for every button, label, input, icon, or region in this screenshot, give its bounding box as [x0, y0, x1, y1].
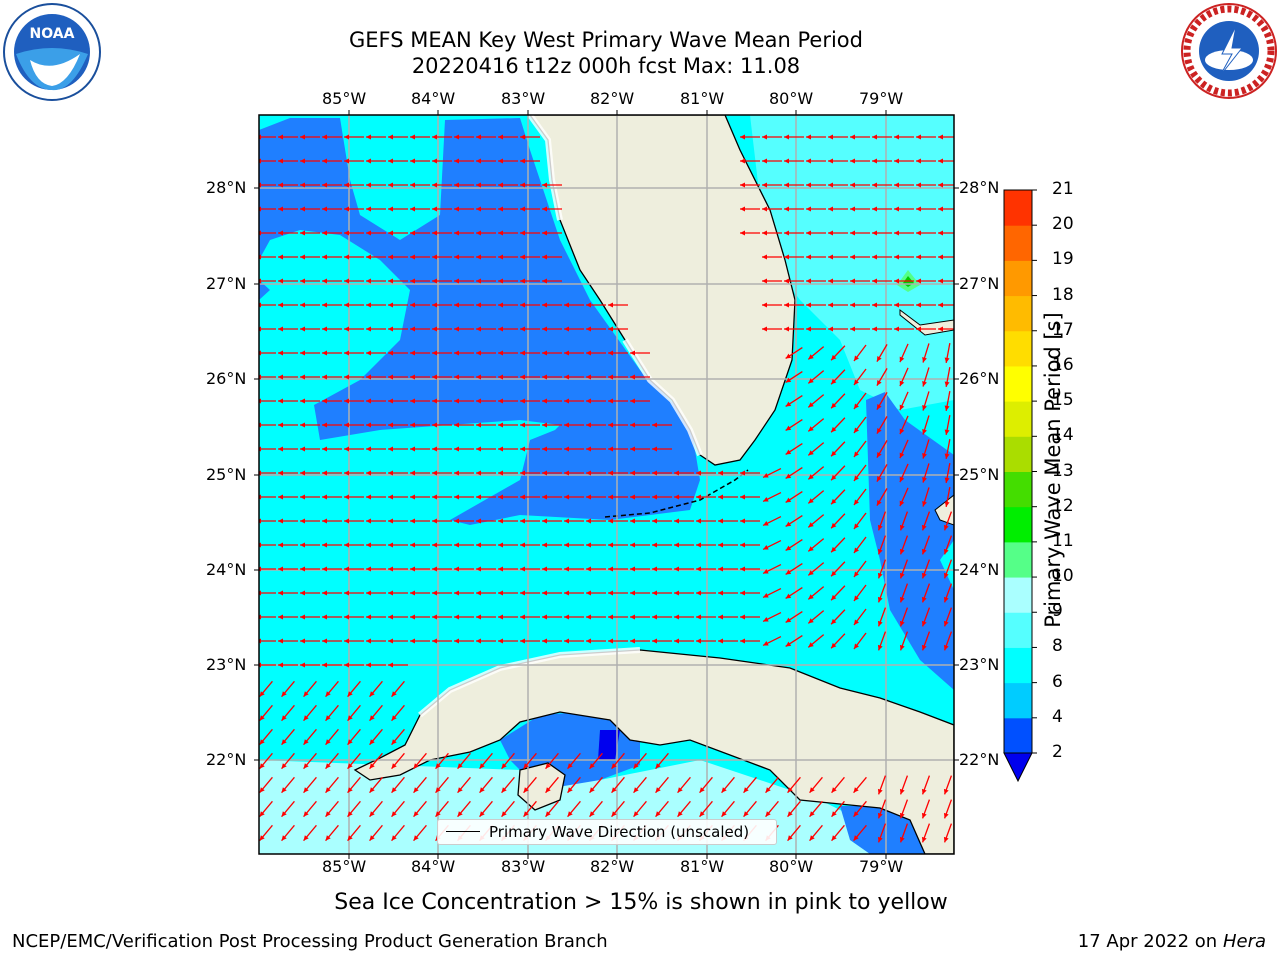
- lon-label-top: 83°W: [501, 89, 546, 108]
- colorbar-tick-label: 19: [1052, 249, 1074, 270]
- lat-label-right: 23°N: [959, 655, 1000, 674]
- colorbar-tick-label: 17: [1052, 319, 1074, 340]
- lon-label-top: 84°W: [411, 89, 456, 108]
- colorbar-tick-label: 6: [1052, 671, 1063, 692]
- chart-title: GEFS MEAN Key West Primary Wave Mean Per…: [349, 28, 863, 52]
- colorbar-tick-label: 15: [1052, 390, 1074, 411]
- lat-label-right: 26°N: [959, 369, 1000, 388]
- lon-label-top: 85°W: [322, 89, 367, 108]
- footer-date: 17 Apr 2022 on Hera: [1078, 931, 1266, 952]
- lat-label-left: 27°N: [206, 274, 247, 293]
- lat-label-left: 24°N: [206, 560, 247, 579]
- lat-label-left: 25°N: [206, 465, 247, 484]
- colorbar-tick-label: 14: [1052, 425, 1074, 446]
- sea-ice-note: Sea Ice Concentration > 15% is shown in …: [334, 890, 948, 915]
- colorbar-tick-label: 12: [1052, 495, 1074, 516]
- lat-label-right: 27°N: [959, 274, 1000, 293]
- lon-label-top: 82°W: [590, 89, 635, 108]
- lat-label-right: 22°N: [959, 750, 1000, 769]
- lon-label-bottom: 85°W: [322, 857, 367, 876]
- lat-label-left: 26°N: [206, 369, 247, 388]
- footer-date-text: 17 Apr 2022 on: [1077, 931, 1223, 952]
- lon-label-bottom: 81°W: [680, 857, 725, 876]
- map-legend: Primary Wave Direction (unscaled): [437, 819, 777, 845]
- legend-line-swatch: [446, 831, 480, 832]
- lon-label-top: 79°W: [859, 89, 904, 108]
- footer-credit: NCEP/EMC/Verification Post Processing Pr…: [12, 931, 608, 952]
- lon-label-bottom: 84°W: [411, 857, 456, 876]
- lat-label-left: 23°N: [206, 655, 247, 674]
- lat-label-right: 24°N: [959, 560, 1000, 579]
- lat-label-right: 28°N: [959, 178, 1000, 197]
- lat-label-left: 28°N: [206, 178, 247, 197]
- lat-label-right: 25°N: [959, 465, 1000, 484]
- noaa-logo: NOAA: [3, 3, 101, 101]
- lon-label-bottom: 80°W: [769, 857, 814, 876]
- lon-label-bottom: 82°W: [590, 857, 635, 876]
- lon-label-bottom: 79°W: [859, 857, 904, 876]
- legend-label: Primary Wave Direction (unscaled): [489, 823, 750, 841]
- nws-logo: [1181, 3, 1277, 99]
- colorbar-tick-label: 2: [1052, 742, 1063, 762]
- colorbar-tick-label: 20: [1052, 214, 1074, 235]
- colorbar-tick-label: 21: [1052, 179, 1074, 199]
- lon-label-top: 80°W: [769, 89, 814, 108]
- colorbar-tick-label: 10: [1052, 566, 1074, 587]
- svg-text:NOAA: NOAA: [30, 26, 75, 42]
- colorbar-tick-label: 4: [1052, 706, 1063, 727]
- footer-host: Hera: [1222, 931, 1266, 952]
- lon-label-bottom: 83°W: [501, 857, 546, 876]
- colorbar-tick-label: 8: [1052, 636, 1063, 657]
- colorbar-tick-label: 11: [1052, 530, 1074, 551]
- chart-subtitle: 20220416 t12z 000h fcst Max: 11.08: [411, 54, 801, 78]
- lon-label-top: 81°W: [680, 89, 725, 108]
- colorbar-tick-label: 13: [1052, 460, 1074, 481]
- colorbar-tick-label: 16: [1052, 354, 1074, 375]
- colorbar-tick-label: 18: [1052, 284, 1074, 305]
- colorbar-tick-label: 9: [1052, 601, 1063, 622]
- lat-label-left: 22°N: [206, 750, 247, 769]
